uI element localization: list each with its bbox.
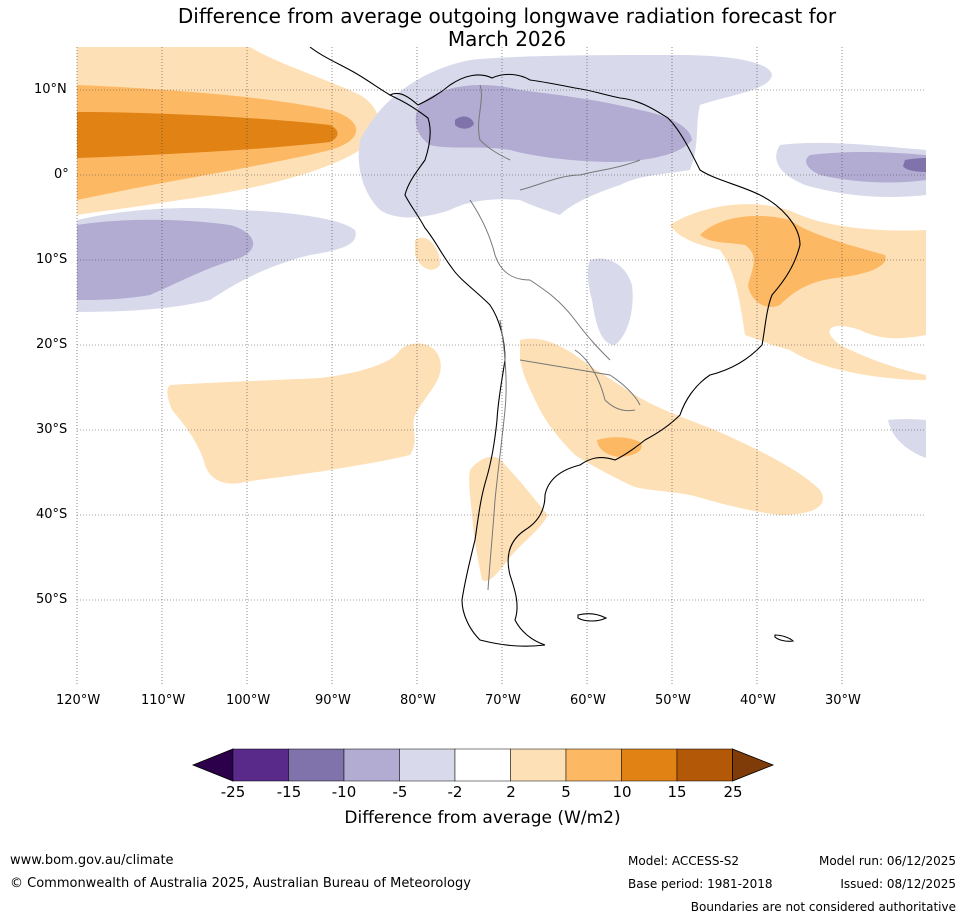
footer-base-period: Base period: 1981-2018 xyxy=(628,877,773,891)
colorbar-swatch xyxy=(676,748,733,782)
footer-copyright: © Commonwealth of Australia 2025, Austra… xyxy=(10,876,471,891)
colorbar-swatch xyxy=(288,748,345,782)
positive-anomaly-south-pacific xyxy=(167,343,441,484)
border-peru-brazil xyxy=(469,199,531,281)
lon-label-40w: 40°W xyxy=(740,693,776,708)
positive-anomaly-peru xyxy=(415,237,440,270)
colorbar-swatch xyxy=(399,748,456,782)
title-line-1: Difference from average outgoing longwav… xyxy=(177,4,837,28)
positive-anomaly-brazil xyxy=(670,204,926,380)
footer-model: Model: ACCESS-S2 xyxy=(628,854,740,868)
colorbar-swatch xyxy=(510,748,567,782)
colorbar-swatch xyxy=(565,748,622,782)
colorbar-tick: 10 xyxy=(612,783,632,801)
title-line-2: March 2026 xyxy=(447,27,567,51)
colorbar-tick: 2 xyxy=(506,783,516,801)
lat-label-50s: 50°S xyxy=(36,592,68,607)
colorbar-tick: 5 xyxy=(561,783,571,801)
lon-label-50w: 50°W xyxy=(655,693,691,708)
colorbar-swatch xyxy=(454,748,511,782)
south-georgia xyxy=(774,634,795,642)
negative-anomaly-south-atlantic-east xyxy=(888,419,926,458)
footer-disclaimer: Boundaries are not considered authoritat… xyxy=(690,900,956,914)
map-title: Difference from average outgoing longwav… xyxy=(0,5,965,51)
lon-label-70w: 70°W xyxy=(485,693,521,708)
gridlines xyxy=(76,47,926,686)
negative-anomaly-tropical-core xyxy=(415,85,692,162)
colorbar-tick: 15 xyxy=(667,783,687,801)
south-america-coast xyxy=(388,73,801,647)
border-colombia-venezuela xyxy=(478,84,511,161)
lat-label-0: 0° xyxy=(54,167,69,182)
border-brazil-north xyxy=(519,159,641,191)
lon-label-100w: 100°W xyxy=(226,693,271,708)
colorbar-arrow-high xyxy=(732,748,775,782)
colorbar-swatch xyxy=(343,748,400,782)
lat-label-20s: 20°S xyxy=(36,337,68,352)
positive-anomaly-uruguay xyxy=(597,437,642,457)
colorbar-tick: -15 xyxy=(276,783,302,801)
lat-label-10n: 10°N xyxy=(34,82,67,97)
coastlines xyxy=(309,47,801,647)
footer-issued: Issued: 08/12/2025 xyxy=(840,877,956,891)
border-chile-argentina xyxy=(487,319,507,591)
footer-website: www.bom.gov.au/climate xyxy=(10,853,174,868)
lon-label-80w: 80°W xyxy=(400,693,436,708)
border-argentina-north xyxy=(519,359,641,406)
colorbar-tick: -5 xyxy=(392,783,408,801)
lat-label-30s: 30°S xyxy=(36,422,68,437)
lat-label-10s: 10°S xyxy=(36,252,68,267)
positive-anomaly-south-atlantic xyxy=(520,338,824,515)
colorbar-tick: -10 xyxy=(331,783,357,801)
positive-anomaly-pacific-10 xyxy=(77,112,338,158)
positive-anomaly-brazil-5 xyxy=(700,215,886,308)
falkland-islands xyxy=(577,613,608,622)
negative-anomaly-amazon xyxy=(587,258,633,345)
central-america-coast xyxy=(309,47,391,96)
country-borders xyxy=(469,84,641,591)
lon-label-90w: 90°W xyxy=(315,693,351,708)
lon-label-60w: 60°W xyxy=(570,693,606,708)
negative-anomaly-east-pacific-core xyxy=(77,219,254,300)
colorbar-label: Difference from average (W/m2) xyxy=(344,808,621,828)
border-bolivia xyxy=(529,279,611,361)
positive-anomaly-patagonia xyxy=(469,456,548,581)
colorbar-swatch xyxy=(621,748,678,782)
colorbar-arrow-low xyxy=(191,748,234,782)
colorbar-tick: -2 xyxy=(447,783,463,801)
lon-label-30w: 30°W xyxy=(825,693,861,708)
lon-label-110w: 110°W xyxy=(141,693,186,708)
border-paraguay xyxy=(574,349,636,412)
colorbar-swatch xyxy=(232,748,289,782)
colorbar-tick: 25 xyxy=(723,783,743,801)
footer-model-run: Model run: 06/12/2025 xyxy=(818,854,956,868)
negative-anomaly-tropical-peak xyxy=(455,116,474,129)
colorbar xyxy=(191,748,775,782)
negative-anomaly-atlantic-east-peak xyxy=(903,158,926,172)
colorbar-tick: -25 xyxy=(220,783,246,801)
lat-label-40s: 40°S xyxy=(36,507,68,522)
anomaly-fields xyxy=(77,47,926,581)
lon-label-120w: 120°W xyxy=(56,693,101,708)
